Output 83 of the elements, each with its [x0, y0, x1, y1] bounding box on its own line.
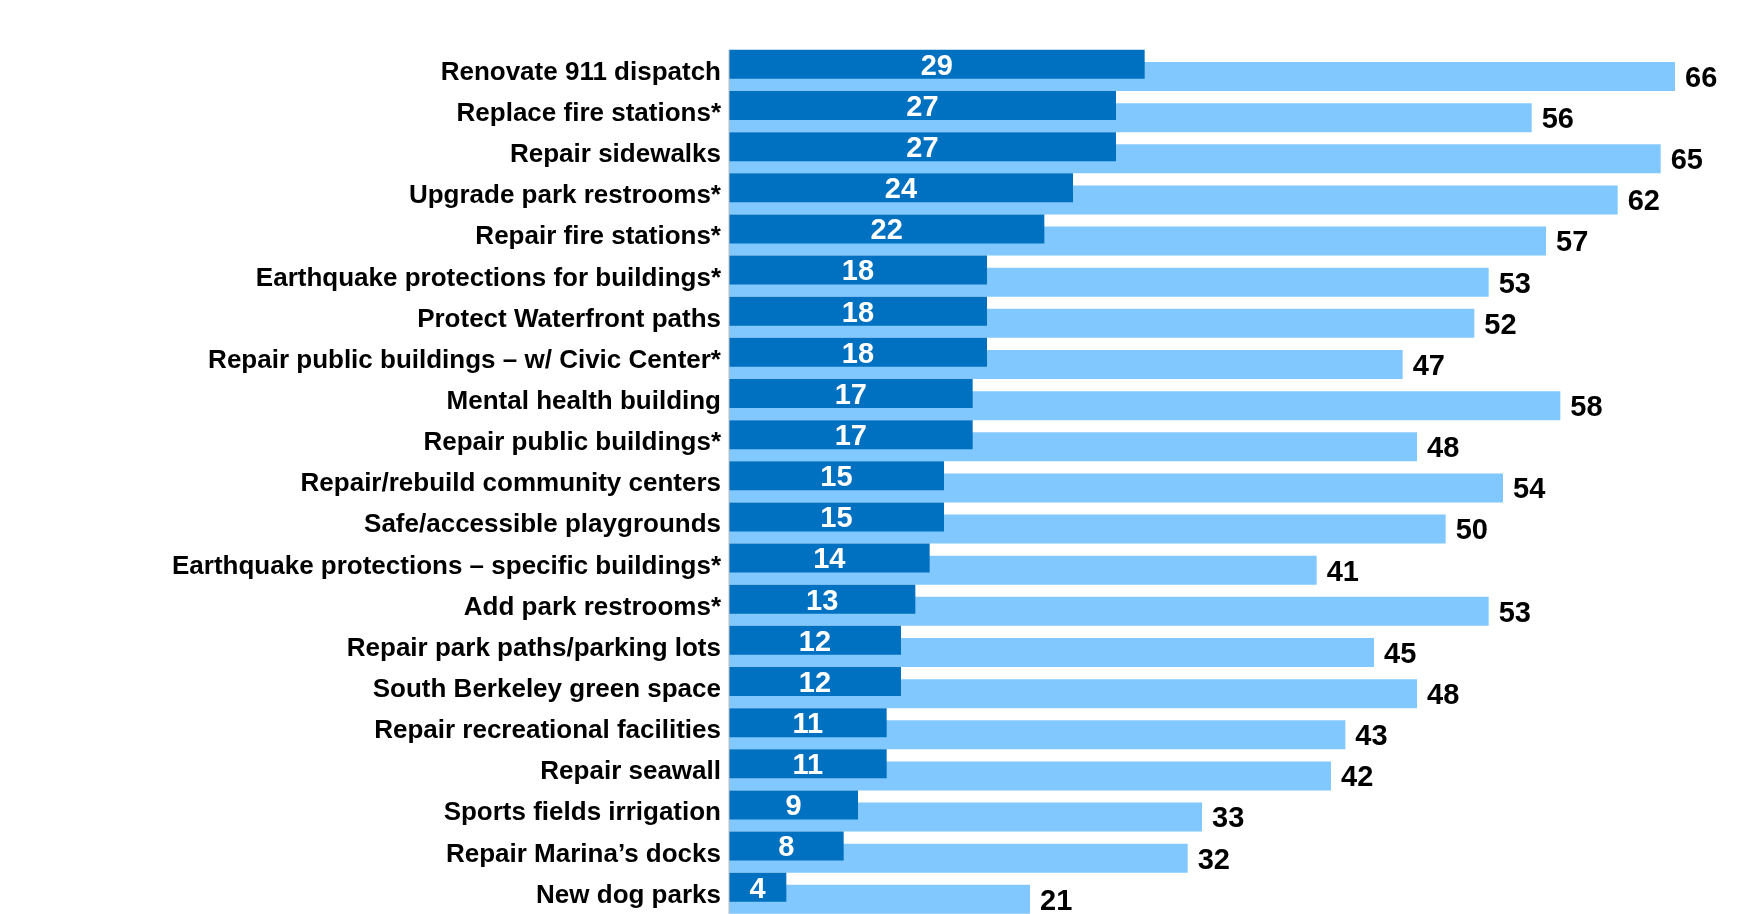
y-tick-label: South Berkeley green space: [372, 672, 721, 703]
data-label: 54: [1513, 472, 1546, 505]
data-label: 58: [1570, 389, 1603, 422]
data-label: 65: [1670, 143, 1703, 176]
bar: [729, 49, 1145, 79]
data-label: 45: [1384, 636, 1417, 669]
bar: [729, 543, 930, 573]
data-label: 13: [806, 583, 839, 616]
data-label: 15: [820, 501, 853, 534]
y-tick-label: Mental health building: [446, 384, 721, 415]
data-label: 12: [798, 665, 832, 698]
bar: [729, 790, 858, 820]
data-label: 50: [1455, 513, 1488, 546]
bar: [729, 667, 901, 696]
data-label: 53: [1498, 266, 1531, 299]
data-label: 12: [798, 624, 832, 657]
data-label: 18: [841, 254, 875, 287]
y-tick-label: Repair public buildings*: [423, 426, 722, 457]
bar: [729, 255, 987, 285]
bar: [729, 749, 887, 779]
data-label: 33: [1212, 801, 1245, 834]
y-tick-label: Repair recreational facilities: [374, 714, 721, 745]
bar: [729, 296, 987, 326]
data-label: 57: [1556, 225, 1589, 258]
data-label: 8: [778, 830, 795, 863]
data-label: 14: [813, 542, 846, 575]
data-label: 15: [820, 460, 853, 493]
data-label: 18: [841, 336, 875, 369]
y-tick-label: Earthquake protections – specific buildings*: [171, 549, 722, 580]
bar: [729, 91, 1116, 120]
y-tick-label: Add park restrooms*: [463, 590, 722, 621]
bar: [729, 420, 973, 450]
data-label: 21: [1040, 883, 1073, 914]
data-label: 27: [906, 89, 939, 122]
bar: [729, 502, 944, 532]
data-label: 18: [841, 295, 875, 328]
bar: [729, 625, 901, 655]
y-tick-label: Repair/rebuild community centers: [300, 467, 721, 498]
data-label: 53: [1498, 595, 1531, 628]
data-label: 56: [1541, 101, 1574, 134]
bar: [729, 831, 844, 861]
data-label: 27: [906, 130, 939, 163]
y-tick-label: Renovate 911 dispatch: [440, 55, 721, 86]
bar: [729, 461, 944, 491]
data-label: 52: [1484, 307, 1517, 340]
data-label: 17: [834, 377, 867, 410]
y-tick-label: New dog parks: [536, 878, 721, 909]
data-label: 41: [1326, 554, 1359, 587]
data-label: 29: [920, 48, 953, 81]
y-tick-label: Repair public buildings – w/ Civic Center*: [208, 343, 722, 374]
data-label: 48: [1427, 677, 1460, 710]
y-tick-label: Upgrade park restrooms*: [408, 179, 722, 210]
data-label: 43: [1355, 719, 1388, 752]
data-label: 42: [1341, 760, 1374, 793]
bar: [729, 584, 916, 614]
data-label: 66: [1685, 60, 1718, 93]
y-tick-label: Replace fire stations*: [456, 96, 722, 127]
data-label: 4: [749, 871, 766, 904]
y-tick-label: Repair seawall: [540, 755, 721, 786]
data-label: 9: [785, 789, 802, 822]
y-tick-label: Safe/accessible playgrounds: [364, 508, 721, 539]
data-label: 17: [834, 418, 867, 451]
bar: [729, 337, 987, 367]
bar: [729, 173, 1073, 203]
bar: [729, 132, 1116, 162]
data-label: 24: [884, 172, 918, 205]
data-label: 62: [1627, 184, 1660, 217]
y-tick-label: Repair park paths/parking lots: [346, 631, 721, 662]
data-label: 11: [792, 748, 824, 781]
bar: [729, 379, 973, 408]
data-label: 32: [1197, 842, 1230, 875]
y-tick-label: Repair sidewalks: [510, 138, 721, 169]
y-tick-label: Repair fire stations*: [475, 220, 722, 251]
bar: [729, 214, 1045, 244]
data-label: 22: [870, 213, 903, 246]
y-tick-label: Protect Waterfront paths: [417, 302, 721, 333]
data-label: 47: [1412, 348, 1445, 381]
y-tick-label: Sports fields irrigation: [443, 796, 721, 827]
bar: [729, 708, 887, 738]
data-label: 48: [1427, 431, 1460, 464]
y-tick-label: Repair Marina’s docks: [445, 837, 721, 868]
data-label: 11: [792, 706, 824, 739]
y-tick-label: Earthquake protections for buildings*: [255, 261, 722, 292]
